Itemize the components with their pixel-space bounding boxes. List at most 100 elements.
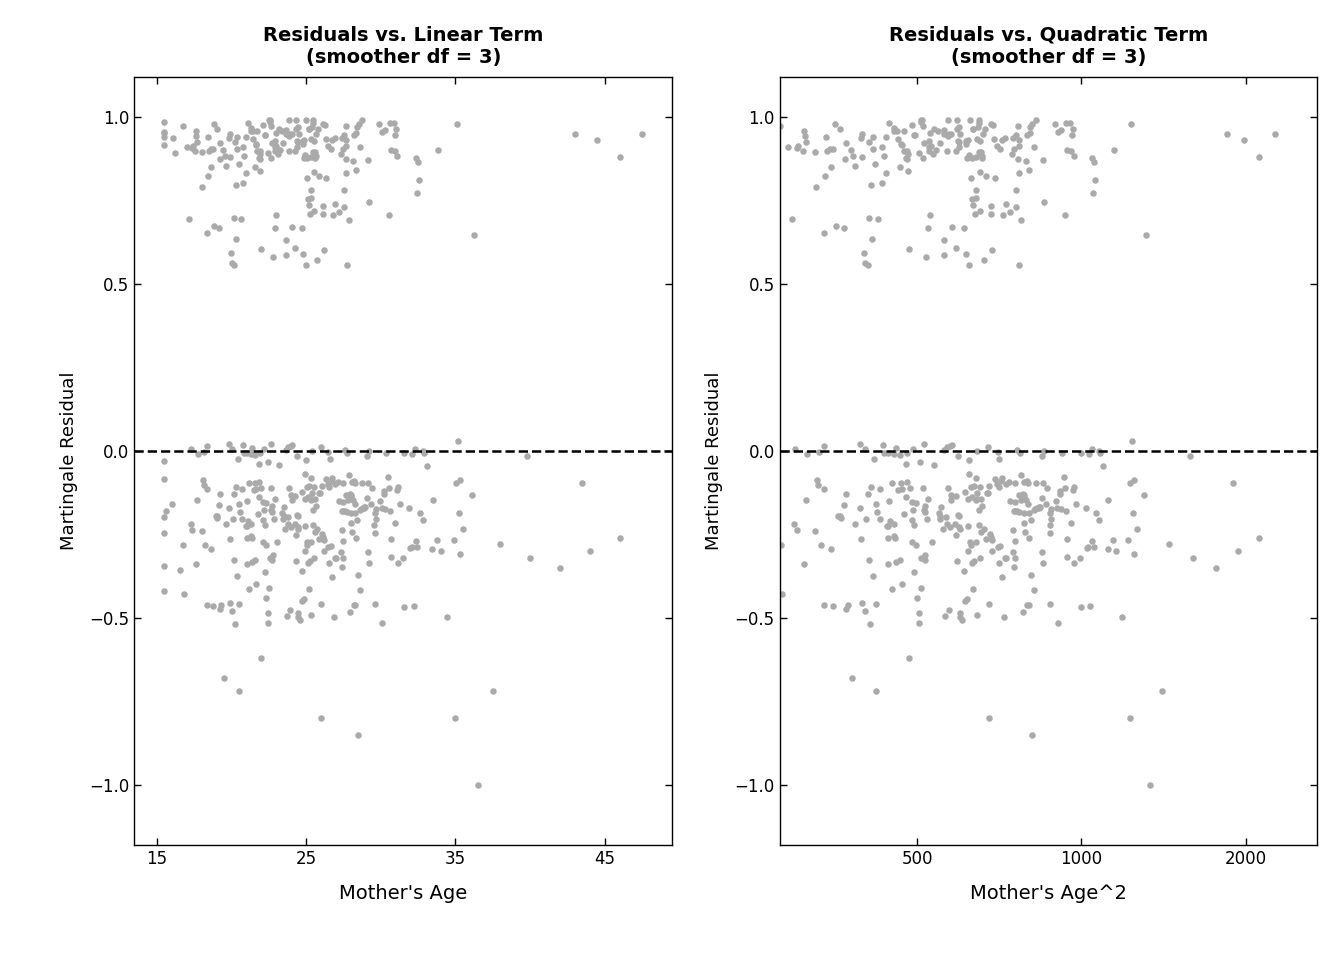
Point (312, 205, 333, 221)
Point (176, 139, 198, 155)
Point (883, 446, 905, 462)
Point (273, 512, 294, 527)
Point (964, 205, 985, 221)
Point (276, 232, 297, 248)
Point (817, 143, 839, 158)
Point (550, 560, 571, 575)
Point (909, 615, 930, 631)
Point (305, 145, 327, 160)
Point (298, 554, 320, 569)
Point (966, 492, 988, 507)
Point (964, 554, 985, 569)
Point (445, 475, 466, 491)
Point (306, 521, 328, 537)
Point (285, 240, 306, 255)
Point (185, 129, 207, 144)
Point (413, 512, 434, 527)
Point (233, 175, 254, 190)
Point (970, 164, 992, 180)
Point (796, 446, 817, 462)
Point (301, 132, 323, 147)
Point (360, 496, 382, 512)
Point (1055, 503, 1077, 518)
Point (1000, 493, 1021, 509)
Point (1060, 516, 1082, 531)
Point (206, 121, 227, 136)
Point (300, 534, 321, 549)
Point (986, 539, 1008, 554)
Point (241, 446, 262, 462)
Point (218, 501, 239, 516)
Point (1005, 199, 1027, 214)
Point (732, 125, 754, 140)
Point (265, 207, 286, 223)
Point (919, 138, 941, 154)
Point (359, 194, 380, 209)
Point (1021, 727, 1043, 742)
Point (1063, 148, 1085, 163)
Point (383, 115, 405, 131)
Point (402, 446, 423, 462)
Point (321, 469, 343, 485)
Point (285, 527, 306, 542)
Point (939, 488, 961, 503)
Point (249, 445, 270, 461)
Point (253, 442, 274, 457)
Point (249, 456, 270, 471)
Point (917, 512, 938, 527)
Point (305, 127, 327, 142)
Point (251, 480, 273, 495)
Point (228, 505, 250, 520)
Point (180, 516, 202, 532)
Point (1011, 492, 1032, 507)
Point (750, 131, 771, 146)
Point (380, 531, 402, 546)
Point (875, 165, 896, 180)
Point (732, 124, 754, 139)
Point (874, 445, 895, 461)
Point (161, 496, 183, 512)
Point (263, 491, 285, 506)
Point (306, 252, 328, 268)
Point (986, 476, 1008, 492)
Point (288, 119, 309, 134)
Point (249, 151, 270, 166)
Point (1020, 512, 1042, 527)
Point (883, 516, 905, 532)
Point (414, 445, 435, 461)
Point (341, 524, 363, 540)
Point (235, 517, 257, 533)
Point (989, 141, 1011, 156)
Point (394, 599, 415, 614)
Point (786, 140, 808, 156)
Point (1013, 505, 1035, 520)
Point (344, 475, 366, 491)
Point (333, 199, 355, 214)
Point (1001, 147, 1023, 162)
Point (902, 442, 923, 457)
Point (1056, 531, 1078, 546)
Point (261, 436, 282, 451)
Point (344, 505, 366, 520)
Point (273, 134, 294, 150)
Point (866, 496, 887, 512)
Point (821, 540, 843, 556)
Point (1047, 615, 1068, 631)
Point (1036, 480, 1058, 495)
Point (1012, 605, 1034, 620)
Point (335, 504, 356, 519)
Point (316, 171, 337, 186)
Point (238, 581, 259, 596)
Point (198, 169, 219, 184)
Point (296, 479, 317, 494)
Point (891, 137, 913, 153)
Title: Residuals vs. Linear Term
(smoother df = 3): Residuals vs. Linear Term (smoother df =… (263, 26, 543, 67)
Point (965, 492, 986, 508)
Point (970, 525, 992, 540)
Point (1009, 445, 1031, 461)
Point (1066, 496, 1087, 512)
Point (276, 443, 297, 458)
Point (328, 204, 349, 220)
Point (261, 502, 282, 517)
Point (285, 112, 306, 128)
